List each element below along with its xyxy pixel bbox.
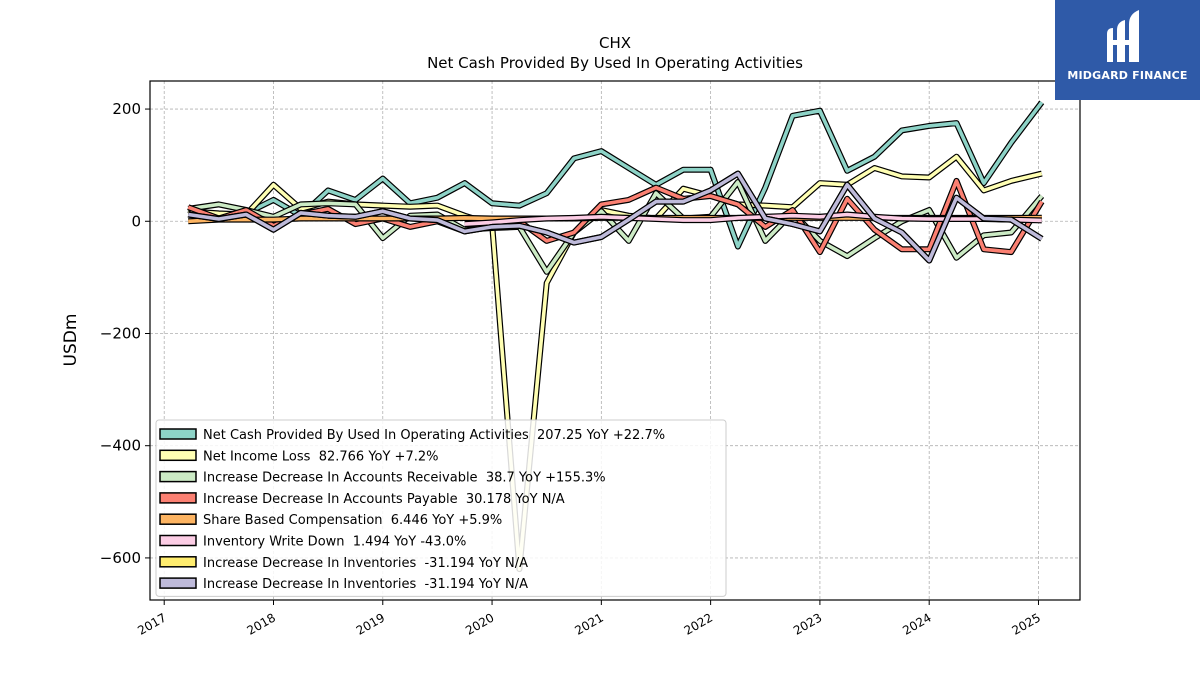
series-group	[187, 100, 1045, 573]
legend-swatch	[159, 470, 197, 483]
series-line-fill	[187, 179, 1044, 254]
series-line-fill	[187, 101, 1044, 249]
x-tick-label: 2024	[900, 610, 933, 637]
series-line-fill	[187, 171, 1043, 263]
y-tick-label: −400	[100, 437, 141, 455]
y-tick-label: −200	[100, 324, 141, 342]
legend-label: Net Income Loss 82.766 YoY +7.2%	[203, 449, 438, 464]
y-tick-label: −600	[100, 549, 141, 567]
x-tick-label: 2022	[682, 610, 715, 637]
legend-label: Share Based Compensation 6.446 YoY +5.9%	[203, 513, 502, 528]
legend-label: Increase Decrease In Inventories -31.194…	[203, 577, 528, 592]
legend: Net Cash Provided By Used In Operating A…	[155, 419, 727, 597]
x-tick-label: 2021	[572, 610, 605, 637]
legend-swatch	[159, 577, 197, 589]
legend-label: Increase Decrease In Inventories -31.194…	[203, 556, 528, 571]
legend-swatch	[159, 428, 197, 440]
legend-swatch	[159, 492, 197, 504]
series-line	[464, 211, 1042, 228]
legend-label: Increase Decrease In Accounts Receivable…	[203, 471, 606, 486]
y-tick-label: 0	[131, 212, 141, 230]
chart-subtitle: Net Cash Provided By Used In Operating A…	[427, 54, 803, 72]
x-tick-label: 2018	[245, 610, 278, 637]
legend-label: Increase Decrease In Accounts Payable 30…	[203, 492, 565, 507]
x-tick-label: 2023	[791, 610, 824, 637]
chart-title: CHX	[599, 34, 631, 52]
legend-swatch	[159, 556, 197, 568]
x-tick-label: 2017	[135, 610, 168, 637]
legend-swatch	[159, 449, 197, 462]
x-tick-label: 2020	[463, 610, 496, 637]
plot-frame	[149, 80, 1081, 601]
legend-swatch	[159, 534, 197, 547]
y-tick-label: 200	[112, 100, 141, 118]
x-tick-label: 2019	[354, 610, 387, 637]
legend-box	[155, 419, 727, 597]
legend-label: Inventory Write Down 1.494 YoY -43.0%	[203, 535, 466, 550]
x-tick-label: 2025	[1010, 610, 1043, 637]
logo: MIDGARD FINANCE	[1055, 0, 1200, 100]
series-line	[187, 177, 1045, 256]
series-line	[187, 170, 1044, 264]
logo-mark-icon	[1107, 10, 1139, 62]
y-axis-label: USDm	[61, 314, 81, 367]
logo-text: MIDGARD FINANCE	[1067, 69, 1188, 82]
series-line-fill	[464, 212, 1042, 226]
legend-swatch	[159, 513, 197, 525]
series-line	[187, 100, 1045, 250]
legend-label: Net Cash Provided By Used In Operating A…	[203, 428, 665, 443]
